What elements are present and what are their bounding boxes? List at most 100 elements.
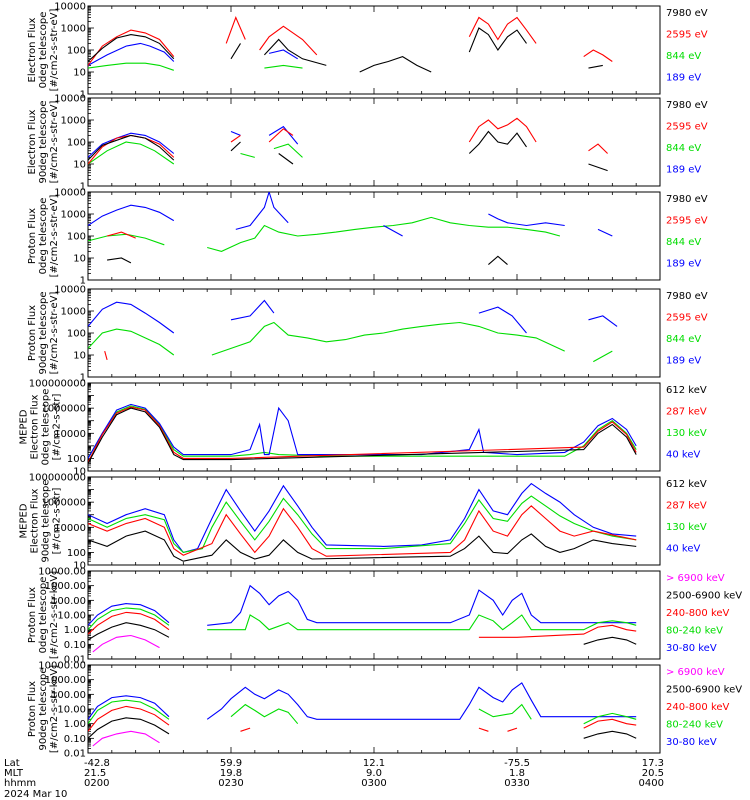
y-tick-label: 100 [67, 329, 86, 340]
y-axis-label-line: 0deg telescope [41, 389, 52, 466]
y-axis-label-line: [#/cm2-s-str-keV] [49, 571, 60, 659]
y-tick-label: 10000.00 [38, 661, 86, 672]
legend-entry: 189 eV [666, 356, 701, 367]
series-line-4 [88, 27, 603, 73]
footer-lat-value: -75.5 [504, 758, 530, 769]
y-tick-label: 100 [67, 454, 86, 465]
y-axis-label-line: Proton Flux [27, 305, 38, 361]
panel-frame [87, 664, 661, 754]
legend-entry: 80-240 keV [666, 626, 723, 637]
y-axis-label-line: [#/cm2-s-str] [52, 393, 63, 460]
legend-entry: 2595 eV [666, 122, 708, 133]
series-line-3 [88, 117, 608, 165]
series-line-4 [88, 130, 608, 172]
footer-hhmm-value: 0330 [504, 778, 529, 789]
y-axis-label-line: 90deg telescope [38, 667, 49, 750]
legend-entry: 2595 eV [666, 313, 708, 324]
y-tick-label: 10000 [54, 2, 86, 13]
series-line-1 [88, 141, 303, 165]
y-tick-label: 100000000 [29, 473, 86, 484]
series-group [88, 299, 618, 363]
y-axis-label-line: Proton Flux [27, 681, 38, 737]
y-axis-label-line: Electron Flux [30, 394, 41, 459]
y-tick-label: 100000000 [29, 379, 86, 390]
panel-frame [87, 570, 661, 660]
y-tick-label: 100 [67, 548, 86, 559]
y-tick-label: 1 [80, 90, 86, 101]
y-tick-label: 10 [73, 351, 86, 362]
y-tick-label: 10000 [54, 285, 86, 296]
series-line-4 [88, 407, 637, 464]
y-axis-label-line: [#/cm2-s-str-eV] [49, 195, 60, 278]
footer-hhmm-value: 0300 [361, 778, 386, 789]
y-tick-label: 1000 [61, 24, 86, 35]
y-tick-label: 1000.00 [45, 675, 86, 686]
chart-panel-8: 0.01 0.10 1.00 10.00 100.00 1000.00 10000.00Pr… [27, 661, 742, 760]
legend-entry: 844 eV [666, 143, 701, 154]
y-tick-label: 0.01 [64, 655, 86, 666]
legend-entry: 40 keV [666, 450, 700, 461]
y-tick-label: 10000.00 [38, 567, 86, 578]
footer-mlt-value: 1.8 [509, 768, 525, 779]
panel-frame [87, 97, 661, 187]
series-line-1 [88, 584, 637, 626]
legend-entry: 30-80 keV [666, 737, 717, 748]
series-line-2 [88, 607, 637, 631]
series-group [88, 682, 637, 747]
panel-frame [87, 191, 661, 281]
footer-label-hhmm: hhmm [4, 778, 36, 789]
y-tick-label: 10 [73, 68, 86, 79]
series-line-5 [92, 634, 160, 653]
legend-entry: 7980 eV [666, 291, 708, 302]
y-axis-label-line: [#/cm2-s-str-eV] [49, 9, 60, 92]
series-line-3 [88, 406, 637, 463]
chart-panel-3: 1 10 100 1000 10000 Proton Flux 0deg telescope… [27, 188, 708, 287]
series-group [88, 584, 637, 653]
series-line-3 [104, 350, 108, 361]
series-group [88, 403, 637, 464]
legend-entry: 2500-6900 keV [666, 591, 742, 602]
series-line-4 [88, 530, 637, 562]
y-tick-label: 1000000 [41, 404, 86, 415]
footer-date: 2024 Mar 10 [4, 789, 67, 800]
legend-entry: 844 eV [666, 51, 701, 62]
series-line-1 [88, 321, 613, 363]
y-tick-label: 10000 [54, 94, 86, 105]
y-tick-label: 0.10 [64, 734, 86, 745]
footer-lat-value: 17.3 [642, 758, 664, 769]
series-line-3 [88, 611, 637, 638]
y-tick-label: 100.00 [51, 596, 86, 607]
footer-mlt-value: 21.5 [84, 768, 106, 779]
series-line-2 [88, 299, 618, 334]
y-axis-label-line: Proton Flux [27, 587, 38, 643]
y-tick-label: 1000.00 [45, 581, 86, 592]
y-tick-label: 1 [80, 182, 86, 193]
chart-panel-6: 10 100 10000 1000000 100000000 MEPED Electron … [19, 473, 707, 572]
y-tick-label: 1000000 [41, 498, 86, 509]
y-tick-label: 1000 [61, 116, 86, 127]
legend-entry: 189 eV [666, 165, 701, 176]
legend-entry: 189 eV [666, 259, 701, 270]
footer-mlt-value: 20.5 [642, 768, 664, 779]
legend-entry: 240-800 keV [666, 702, 730, 713]
footer-label-lat: Lat [4, 758, 20, 769]
legend-entry: > 6900 keV [666, 573, 725, 584]
chart-panel-4: 1 10 100 1000 10000 Proton Flux 90deg telescop… [27, 285, 708, 384]
series-line-3 [88, 505, 637, 557]
y-tick-label: 10000 [54, 429, 86, 440]
legend-entry: 287 keV [666, 407, 707, 418]
legend-entry: 612 keV [666, 479, 707, 490]
y-tick-label: 10 [73, 160, 86, 171]
chart-panel-1: 1 10 100 1000 10000 Electron Flux 0deg telesco… [27, 2, 708, 101]
footer-lat-value: -42.8 [84, 758, 110, 769]
legend-entry: 844 eV [666, 237, 701, 248]
legend-entry: 7980 eV [666, 194, 708, 205]
legend-entry: 2500-6900 keV [666, 685, 742, 696]
series-line-3 [106, 231, 136, 239]
series-line-4 [107, 255, 508, 266]
chart-panel-2: 1 10 100 1000 10000 Electron Flux 90deg telesc… [27, 94, 708, 193]
legend-entry: 844 eV [666, 334, 701, 345]
chart-panels: 1 10 100 1000 10000 Electron Flux 0deg telesco… [19, 2, 743, 760]
y-tick-label: 10.00 [57, 611, 86, 622]
